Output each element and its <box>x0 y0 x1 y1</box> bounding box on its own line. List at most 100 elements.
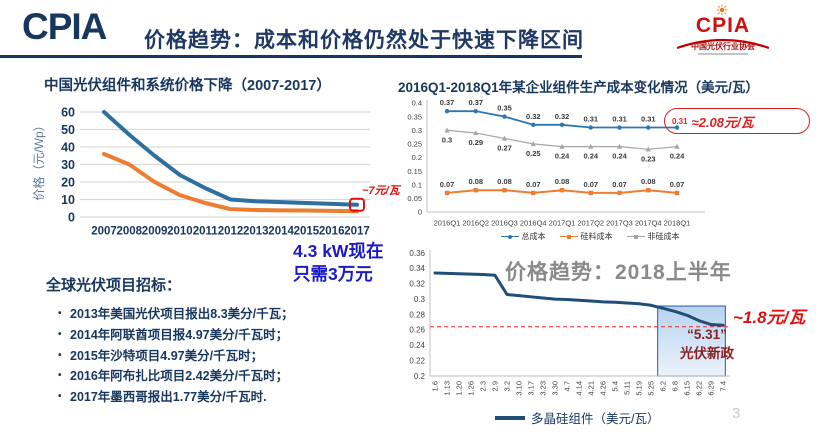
svg-text:0.07: 0.07 <box>440 180 455 189</box>
legend-label: 多晶硅组件（美元/瓦） <box>531 412 660 426</box>
callout-line2: 只需3万元 <box>293 264 373 284</box>
svg-text:10: 10 <box>61 193 75 207</box>
svg-text:6.15: 6.15 <box>683 381 692 396</box>
svg-text:0.23: 0.23 <box>641 154 656 163</box>
svg-text:1.20: 1.20 <box>455 381 464 396</box>
svg-text:0.32: 0.32 <box>526 112 541 121</box>
svg-text:5.19: 5.19 <box>635 381 644 396</box>
cpia-logo-right: CPIA 中国光伏行业协会 <box>668 0 778 68</box>
cpia-logo-right-text: CPIA <box>695 14 751 37</box>
chart3-legend: 多晶硅组件（美元/瓦） <box>495 408 659 427</box>
legend-label: 非硅成本 <box>647 232 680 241</box>
svg-text:0.24: 0.24 <box>409 341 425 350</box>
policy-name: 光伏新政 <box>680 345 734 361</box>
svg-text:2016Q1: 2016Q1 <box>434 219 461 228</box>
module-cost-chart: 0.4 0.35 0.3 0.25 0.2 0.15 0.1 0.05 0 2016Q1 2016Q… <box>393 95 819 247</box>
svg-text:0.29: 0.29 <box>468 138 483 147</box>
svg-text:0: 0 <box>418 208 422 217</box>
svg-text:5.25: 5.25 <box>647 381 656 396</box>
svg-text:4.14: 4.14 <box>575 381 584 396</box>
svg-text:2.3: 2.3 <box>479 381 488 391</box>
svg-text:0.08: 0.08 <box>555 177 570 186</box>
svg-text:2017Q4: 2017Q4 <box>635 219 662 228</box>
sun-icon <box>716 4 728 16</box>
list-item: • 2013年美国光伏项目报出8.3美分/千瓦； <box>46 304 386 325</box>
svg-text:2017Q2: 2017Q2 <box>577 219 604 228</box>
svg-text:0.37: 0.37 <box>468 98 483 107</box>
svg-text:6.8: 6.8 <box>671 381 680 391</box>
svg-text:0.3: 0.3 <box>412 126 422 135</box>
policy-highlight-label: “5.31” 光伏新政 <box>653 326 761 364</box>
svg-text:0.05: 0.05 <box>407 194 422 203</box>
svg-text:20: 20 <box>61 175 75 189</box>
svg-text:0.32: 0.32 <box>409 280 425 289</box>
svg-text:4.21: 4.21 <box>587 381 596 396</box>
svg-text:7.4: 7.4 <box>719 381 728 391</box>
bullet-icon: • <box>58 308 62 319</box>
svg-text:2013: 2013 <box>243 226 269 238</box>
svg-text:5.11: 5.11 <box>623 381 632 395</box>
svg-text:2017Q1: 2017Q1 <box>549 219 576 228</box>
svg-text:0.31: 0.31 <box>583 115 598 124</box>
header-rule <box>0 55 582 58</box>
chart1-title: 中国光伏组件和系统价格下降（2007-2017） <box>44 78 331 94</box>
svg-text:0.15: 0.15 <box>407 167 422 176</box>
svg-text:2017Q3: 2017Q3 <box>606 219 633 228</box>
svg-text:0.08: 0.08 <box>468 177 483 186</box>
svg-text:0.24: 0.24 <box>670 152 685 161</box>
svg-text:2016: 2016 <box>319 226 345 238</box>
svg-text:0.28: 0.28 <box>409 310 425 319</box>
bid-text: 2015年沙特项目4.97美分/千瓦时； <box>70 348 264 363</box>
page-title: 价格趋势：成本和价格仍然处于快速下降区间 <box>144 29 584 52</box>
svg-text:0: 0 <box>68 210 75 224</box>
svg-text:0.1: 0.1 <box>412 180 422 189</box>
svg-text:3.17: 3.17 <box>527 381 536 396</box>
svg-text:3.30: 3.30 <box>551 381 560 396</box>
callout-4-3kw: 4.3 kW现在 只需3万元 <box>293 240 383 286</box>
svg-text:0.07: 0.07 <box>583 180 598 189</box>
svg-text:1.26: 1.26 <box>467 381 476 396</box>
legend-line-gray <box>626 234 645 239</box>
bid-text: 2017年墨西哥报出1.77美分/千瓦时. <box>70 390 267 405</box>
cpia-logo-left: CPIA <box>22 6 107 47</box>
svg-text:3.2: 3.2 <box>503 381 512 391</box>
bids-heading: 全球光伏项目招标： <box>46 277 182 294</box>
legend-line-blue <box>500 234 519 239</box>
svg-text:4.7: 4.7 <box>563 381 572 391</box>
svg-text:2017: 2017 <box>344 226 370 238</box>
svg-text:2015: 2015 <box>294 226 320 238</box>
chart3-annotation: ~1.8元/瓦 <box>733 308 806 327</box>
svg-text:0.07: 0.07 <box>526 180 541 189</box>
svg-text:2012: 2012 <box>218 226 244 238</box>
svg-text:0.08: 0.08 <box>641 177 656 186</box>
svg-text:1.6: 1.6 <box>431 381 440 391</box>
svg-text:2009: 2009 <box>142 226 168 238</box>
svg-text:0.4: 0.4 <box>412 99 422 108</box>
legend-line-darkblue <box>495 415 525 420</box>
chart3-title: 价格趋势：2018上半年 <box>505 261 732 284</box>
chart2-annotation-value: 0.31 <box>672 116 688 126</box>
svg-text:60: 60 <box>61 105 75 119</box>
svg-text:0.36: 0.36 <box>409 249 425 258</box>
svg-text:0.35: 0.35 <box>497 104 512 113</box>
bid-text: 2016年阿布扎比项目2.42美分/千瓦时； <box>70 369 289 384</box>
svg-text:0.31: 0.31 <box>641 115 656 124</box>
bid-text: 2013年美国光伏项目报出8.3美分/千瓦； <box>70 307 294 321</box>
svg-text:2010: 2010 <box>167 226 193 238</box>
chart1-annotation: ~7元/瓦 <box>362 185 400 197</box>
svg-text:3.23: 3.23 <box>539 381 548 396</box>
svg-text:0.2: 0.2 <box>414 372 426 381</box>
bullet-icon: • <box>58 370 62 382</box>
svg-text:5.4: 5.4 <box>611 381 620 391</box>
svg-text:0.3: 0.3 <box>442 135 452 144</box>
svg-text:0.35: 0.35 <box>407 112 422 121</box>
bids-list: • 2013年美国光伏项目报出8.3美分/千瓦； • 2014年阿联酋项目报4.97… <box>46 304 386 408</box>
china-pv-price-chart: 60 50 40 30 20 10 0 2007 2008 2009 2010 2011 2012 201… <box>30 92 418 242</box>
svg-text:2016Q2: 2016Q2 <box>462 219 489 228</box>
svg-text:0.27: 0.27 <box>497 143 512 152</box>
chart2-legend: 总成本 硅料成本 非硅成本 <box>400 231 780 242</box>
svg-text:6.2: 6.2 <box>659 381 668 391</box>
svg-text:40: 40 <box>61 140 75 154</box>
svg-text:2.9: 2.9 <box>491 381 500 391</box>
